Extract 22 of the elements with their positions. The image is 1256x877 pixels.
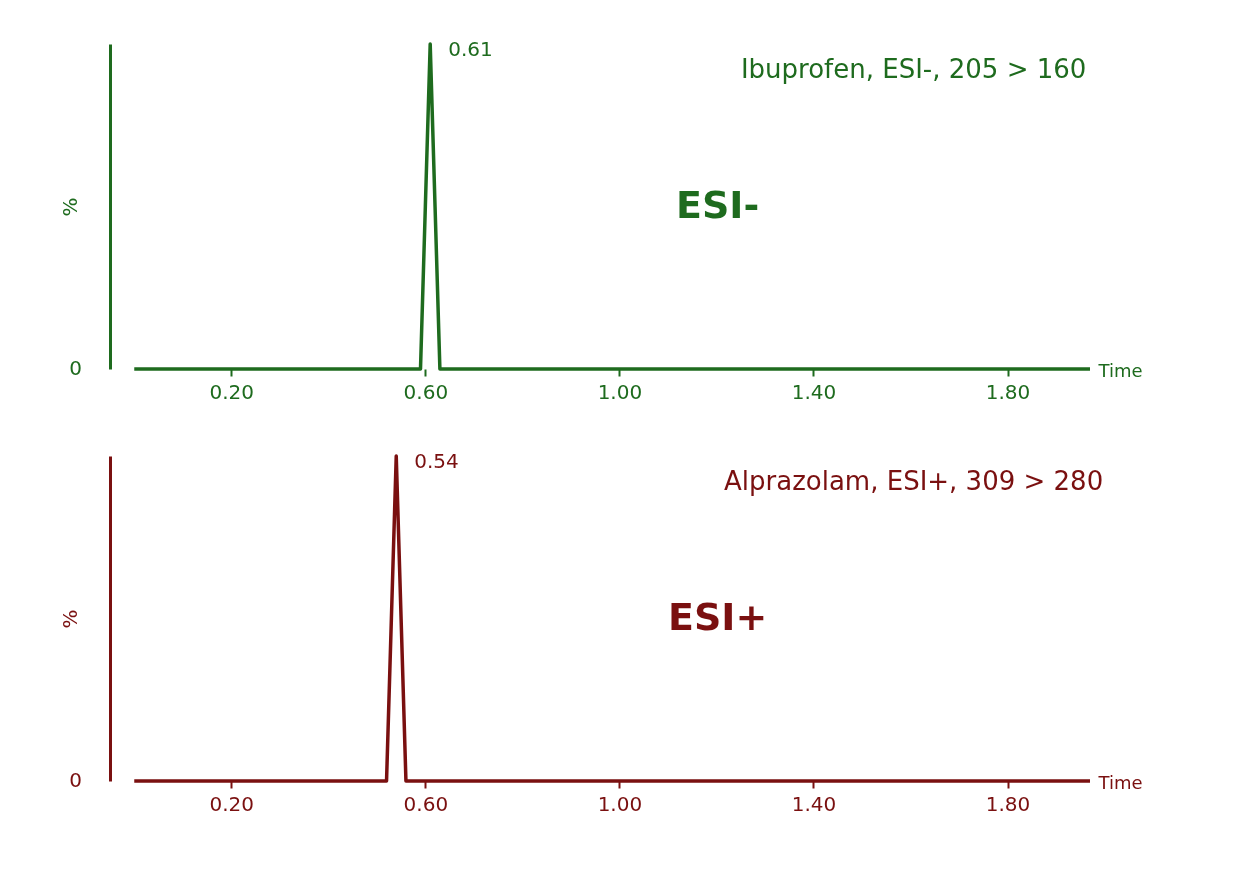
- x-axis-title: Time: [1097, 359, 1143, 381]
- text: 0: [69, 768, 83, 792]
- annotation: Alprazolam, ESI+, 309 > 280: [724, 466, 1104, 496]
- annotation: 0.54: [414, 449, 459, 473]
- x-axis-title: Time: [1097, 771, 1143, 793]
- x-tick-label: 1.40: [791, 791, 837, 816]
- x-tick-label: 0.20: [209, 791, 255, 816]
- x-tick-label: 0.60: [403, 379, 449, 404]
- annotation: Ibuprofen, ESI-, 205 > 160: [740, 54, 1087, 84]
- text: 0: [69, 356, 83, 380]
- x-tick-label: 1.80: [985, 379, 1031, 404]
- x-tick-label: 1.80: [985, 791, 1031, 816]
- x-tick-label: 1.40: [791, 379, 837, 404]
- x-tick-label: 0.20: [209, 379, 255, 404]
- y-axis-title: %: [57, 609, 82, 629]
- x-tick-label: 0.60: [403, 791, 449, 816]
- x-tick-label: 1.00: [597, 379, 643, 404]
- y-axis-title: %: [57, 197, 82, 217]
- annotation: ESI-: [675, 182, 760, 227]
- annotation: ESI+: [667, 594, 768, 639]
- annotation: 0.61: [448, 37, 493, 61]
- x-tick-label: 1.00: [597, 791, 643, 816]
